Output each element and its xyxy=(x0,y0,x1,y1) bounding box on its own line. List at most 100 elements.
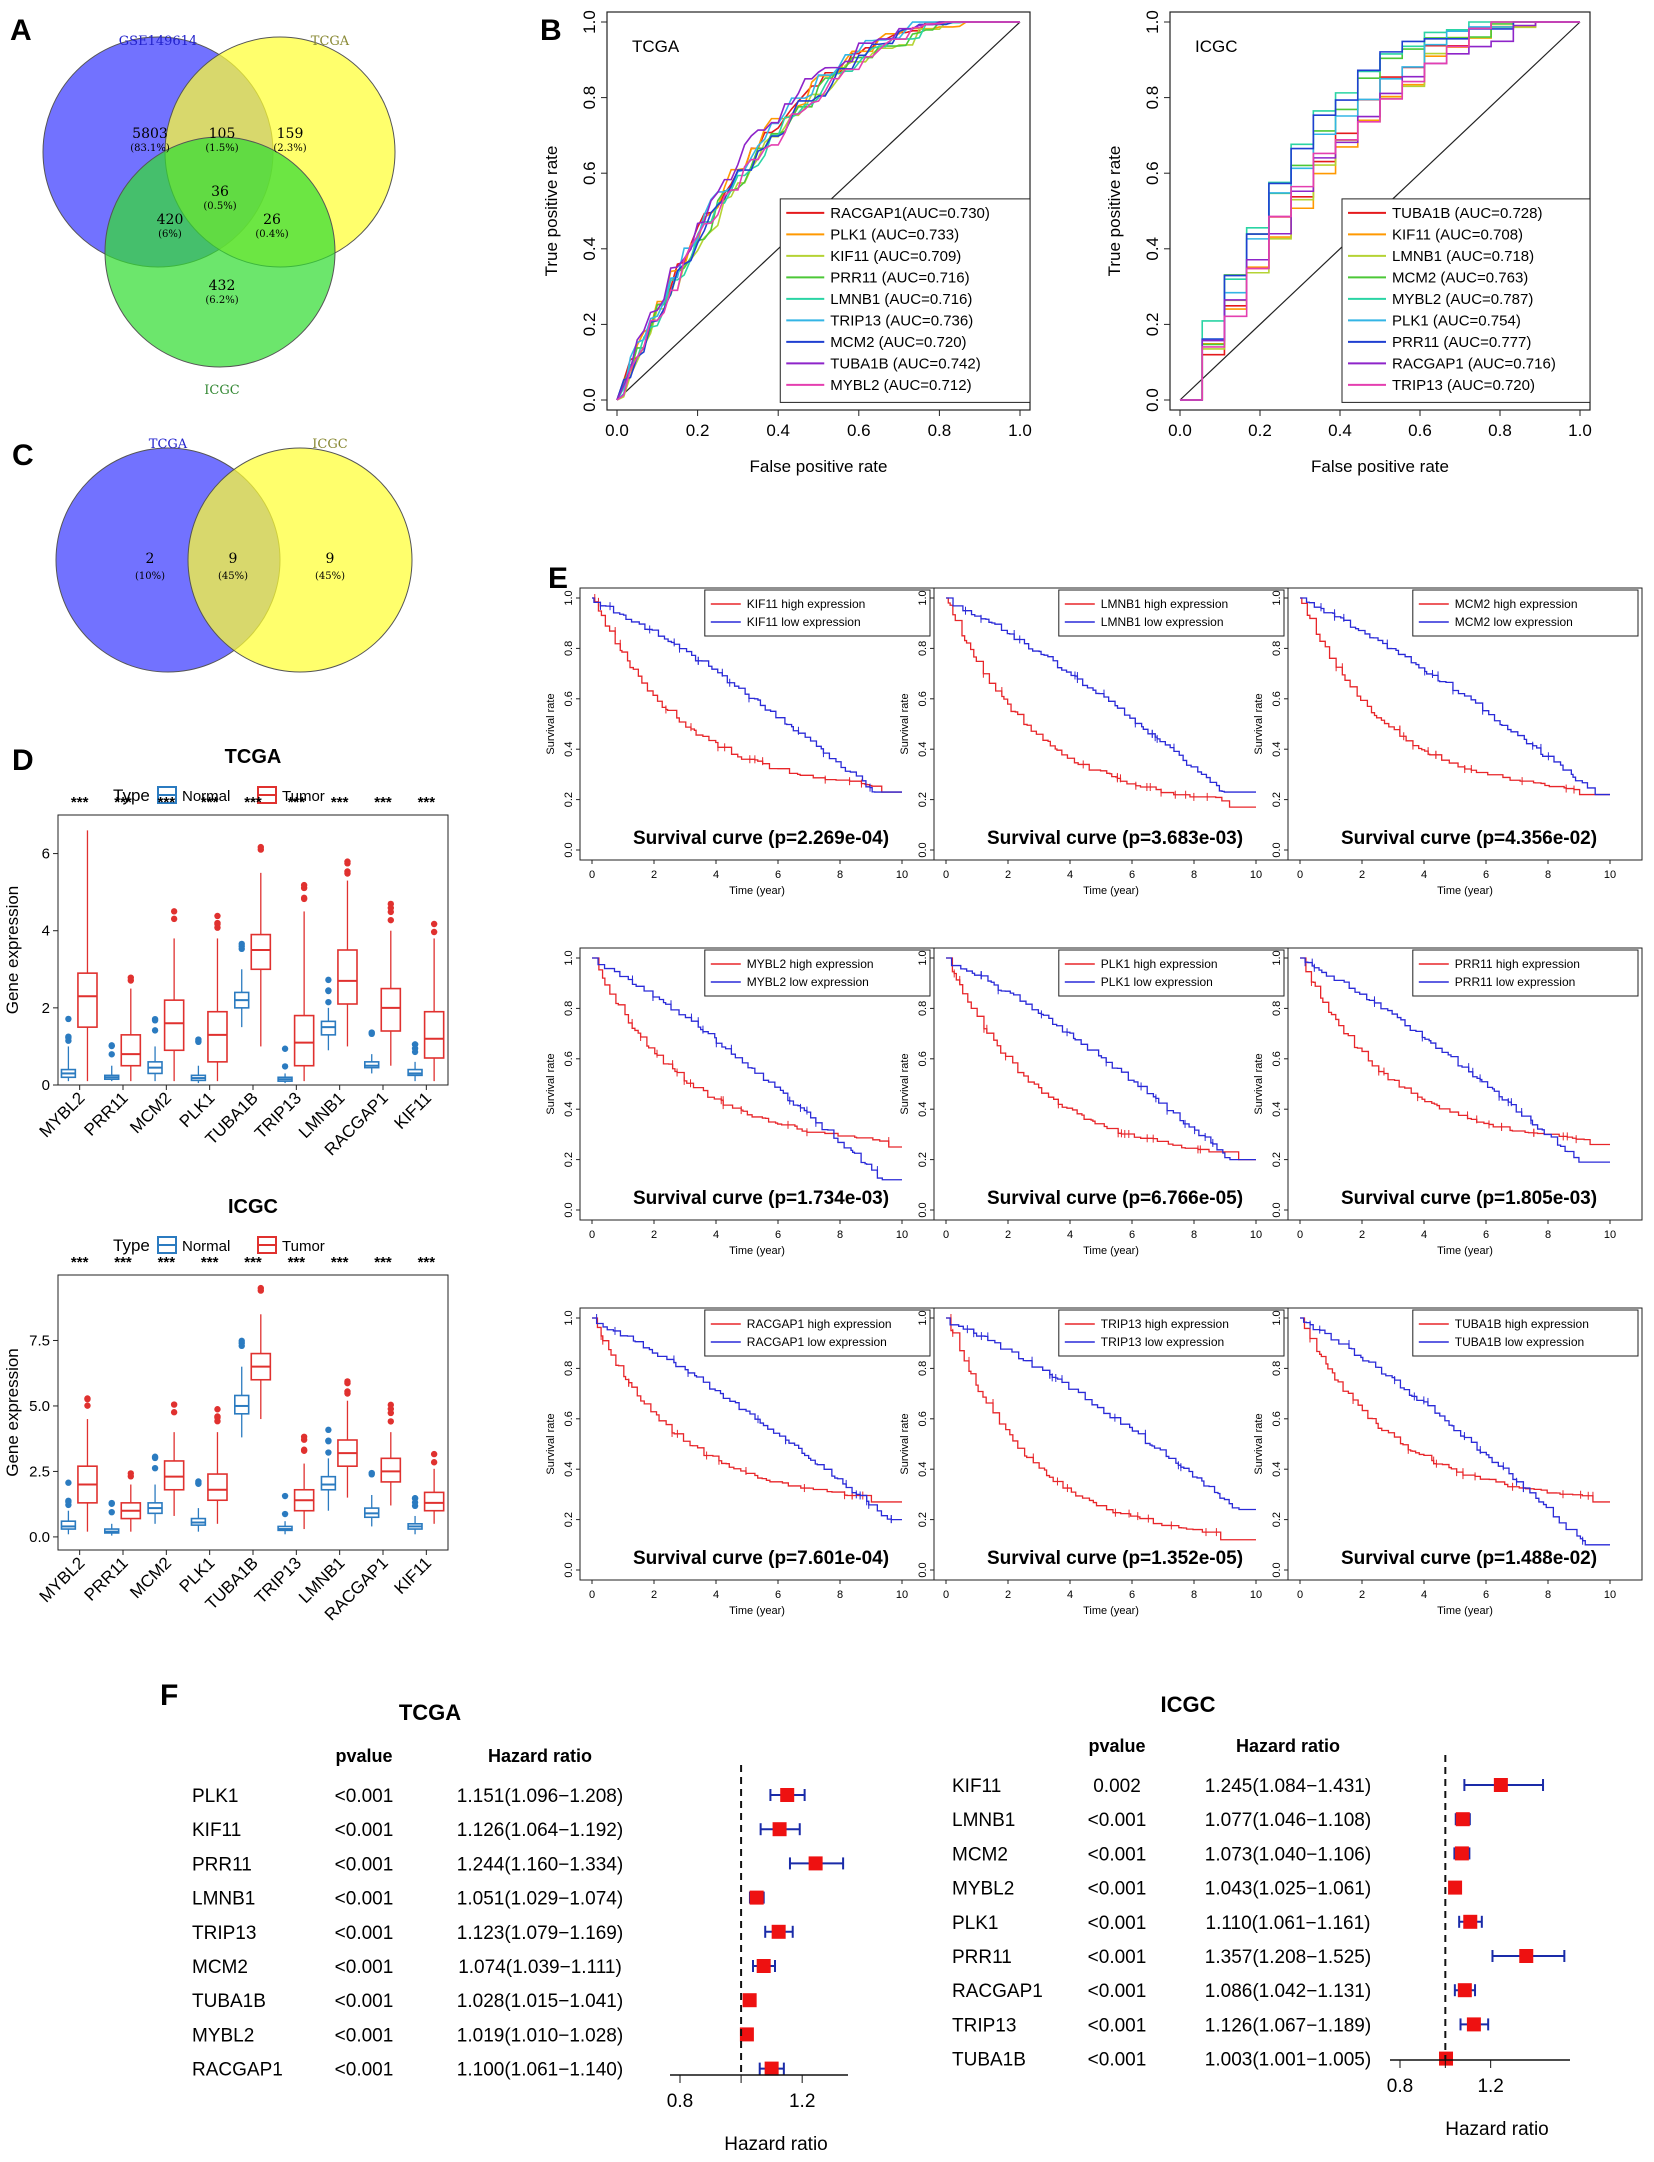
y-tick-label: 0.0 xyxy=(917,1562,929,1577)
forest-gene-label: KIF11 xyxy=(952,1776,1001,1797)
y-tick-label: 0.6 xyxy=(563,1411,575,1426)
x-axis-label: Time (year) xyxy=(729,1605,785,1617)
legend-label: MCM2 (AUC=0.763) xyxy=(1392,269,1528,286)
significance-marker: *** xyxy=(114,794,132,811)
x-tick-label: 10 xyxy=(1250,869,1262,881)
y-tick-label: 0.8 xyxy=(563,641,575,656)
x-axis-label: Time (year) xyxy=(1083,1245,1139,1257)
y-tick-label: 0.8 xyxy=(917,641,929,656)
y-tick-label: 0.0 xyxy=(917,1202,929,1217)
legend-label: KIF11 high expression xyxy=(747,597,866,611)
km-curve-low xyxy=(592,597,902,793)
y-tick-label: 0.8 xyxy=(917,1361,929,1376)
legend-label: LMNB1 (AUC=0.716) xyxy=(830,291,972,308)
box-outlier xyxy=(430,920,438,928)
y-tick-label: 1.0 xyxy=(563,1310,575,1325)
legend-label: KIF11 (AUC=0.709) xyxy=(830,248,961,265)
venn-region-count: 5803 xyxy=(132,126,168,142)
x-tick-label: 8 xyxy=(1545,1229,1551,1241)
forest-point xyxy=(808,1856,823,1871)
panel-label-c: C xyxy=(12,439,34,472)
venn-region-percent: (45%) xyxy=(218,571,248,582)
box-outlier xyxy=(214,1414,221,1421)
x-axis-label: False positive rate xyxy=(1311,457,1449,476)
km-caption: Survival curve (p=4.356e-02) xyxy=(1341,828,1597,849)
significance-marker: *** xyxy=(114,1254,132,1271)
box-outlier xyxy=(214,1406,221,1413)
legend-label: PLK1 high expression xyxy=(1101,957,1218,971)
x-tick-label: 6 xyxy=(775,1589,781,1601)
forest-gene-label: TUBA1B xyxy=(192,1991,266,2012)
x-tick-label: 2 xyxy=(1359,869,1365,881)
box-tumor-mcm2 xyxy=(163,999,185,1052)
column-header-hr: Hazard ratio xyxy=(1236,1736,1340,1756)
legend-label: TRIP13 low expression xyxy=(1101,1335,1224,1349)
y-tick-label: 0.2 xyxy=(917,792,929,807)
km-panel-lmnb1: 0 2 4 6 8 10 0.0 0.2 0.4 0.6 0.8 1.0 Time (year) Surv… xyxy=(899,587,1289,897)
x-tick-label: 0.2 xyxy=(1248,421,1272,440)
x-tick-label: 6 xyxy=(1483,1229,1489,1241)
significance-marker: *** xyxy=(288,794,306,811)
box-tumor-plk1 xyxy=(207,1473,228,1502)
forest-gene-label: PRR11 xyxy=(192,1854,252,1875)
x-tick-label: 0 xyxy=(943,1589,949,1601)
box-outlier xyxy=(325,1437,332,1445)
y-tick-label: 1.0 xyxy=(580,10,599,34)
forest-gene-label: MYBL2 xyxy=(952,1879,1014,1900)
forest-pvalue: <0.001 xyxy=(335,1957,394,1978)
forest-gene-label: KIF11 xyxy=(192,1820,241,1841)
x-tick-label: 4 xyxy=(1421,1589,1427,1601)
box-outlier xyxy=(127,1470,134,1477)
y-tick-label: 0.2 xyxy=(1271,792,1283,807)
forest-gene-label: LMNB1 xyxy=(952,1810,1015,1831)
box-outlier xyxy=(368,1029,375,1036)
venn-region-percent: (45%) xyxy=(315,571,345,582)
forest-pvalue: <0.001 xyxy=(1088,2015,1147,2036)
legend-box xyxy=(779,198,1031,403)
x-axis-label: Time (year) xyxy=(1083,1605,1139,1617)
legend-label: PRR11 (AUC=0.777) xyxy=(1392,334,1531,351)
roc-curve-mybl2 xyxy=(616,21,1020,401)
y-tick-label: 0.4 xyxy=(1143,237,1162,261)
y-tick-label: 7.5 xyxy=(29,1332,50,1349)
legend-label: Normal xyxy=(182,788,230,805)
forest-gene-label: MYBL2 xyxy=(192,2025,254,2046)
forest-pvalue: <0.001 xyxy=(1088,1981,1147,2002)
significance-marker: *** xyxy=(201,794,219,811)
km-curve-high xyxy=(1300,1317,1610,1503)
chart-title: ICGC xyxy=(1161,1692,1216,1717)
forest-plot-icgc: ICGC pvalue Hazard ratio KIF11 0.002 1.245(1.… xyxy=(952,1692,1570,2140)
venn-region-percent: (6%) xyxy=(158,229,182,240)
venn-set-label: ICGC xyxy=(204,383,239,398)
x-tick-label: TRIP13 xyxy=(251,1088,305,1142)
km-curve-low xyxy=(1300,1317,1610,1546)
forest-point xyxy=(1463,1914,1478,1929)
significance-marker: *** xyxy=(374,1254,392,1271)
box-outlier xyxy=(65,1498,72,1506)
box-outlier xyxy=(300,895,308,903)
forest-point xyxy=(1454,1846,1469,1861)
y-axis-label: Gene expression xyxy=(3,886,22,1015)
y-tick-label: 0.0 xyxy=(563,842,575,857)
significance-marker: *** xyxy=(244,794,262,811)
venn-region-count: 26 xyxy=(263,212,281,228)
y-tick-label: 0.8 xyxy=(580,86,599,110)
y-tick-label: 0.4 xyxy=(1271,742,1283,757)
box-outlier xyxy=(325,987,332,995)
forest-point xyxy=(739,2027,754,2042)
significance-marker: *** xyxy=(158,1254,176,1271)
legend-box xyxy=(704,949,931,997)
box-outlier xyxy=(108,1499,115,1507)
legend-box xyxy=(1412,949,1639,997)
y-axis-label: Survival rate xyxy=(1253,1053,1265,1114)
x-tick-label: 2 xyxy=(1359,1229,1365,1241)
y-tick-label: 0.2 xyxy=(917,1512,929,1527)
box-outlier xyxy=(170,1409,178,1416)
legend-box xyxy=(1058,589,1285,637)
box-outlier xyxy=(214,920,221,928)
y-axis-label: Survival rate xyxy=(545,1413,557,1474)
x-tick-label: PRR11 xyxy=(81,1088,132,1139)
km-panel-mcm2: 0 2 4 6 8 10 0.0 0.2 0.4 0.6 0.8 1.0 Time (year) Surv… xyxy=(1253,587,1643,897)
legend-label: MYBL2 low expression xyxy=(747,975,869,989)
panel-label-f: F xyxy=(160,1679,178,1712)
